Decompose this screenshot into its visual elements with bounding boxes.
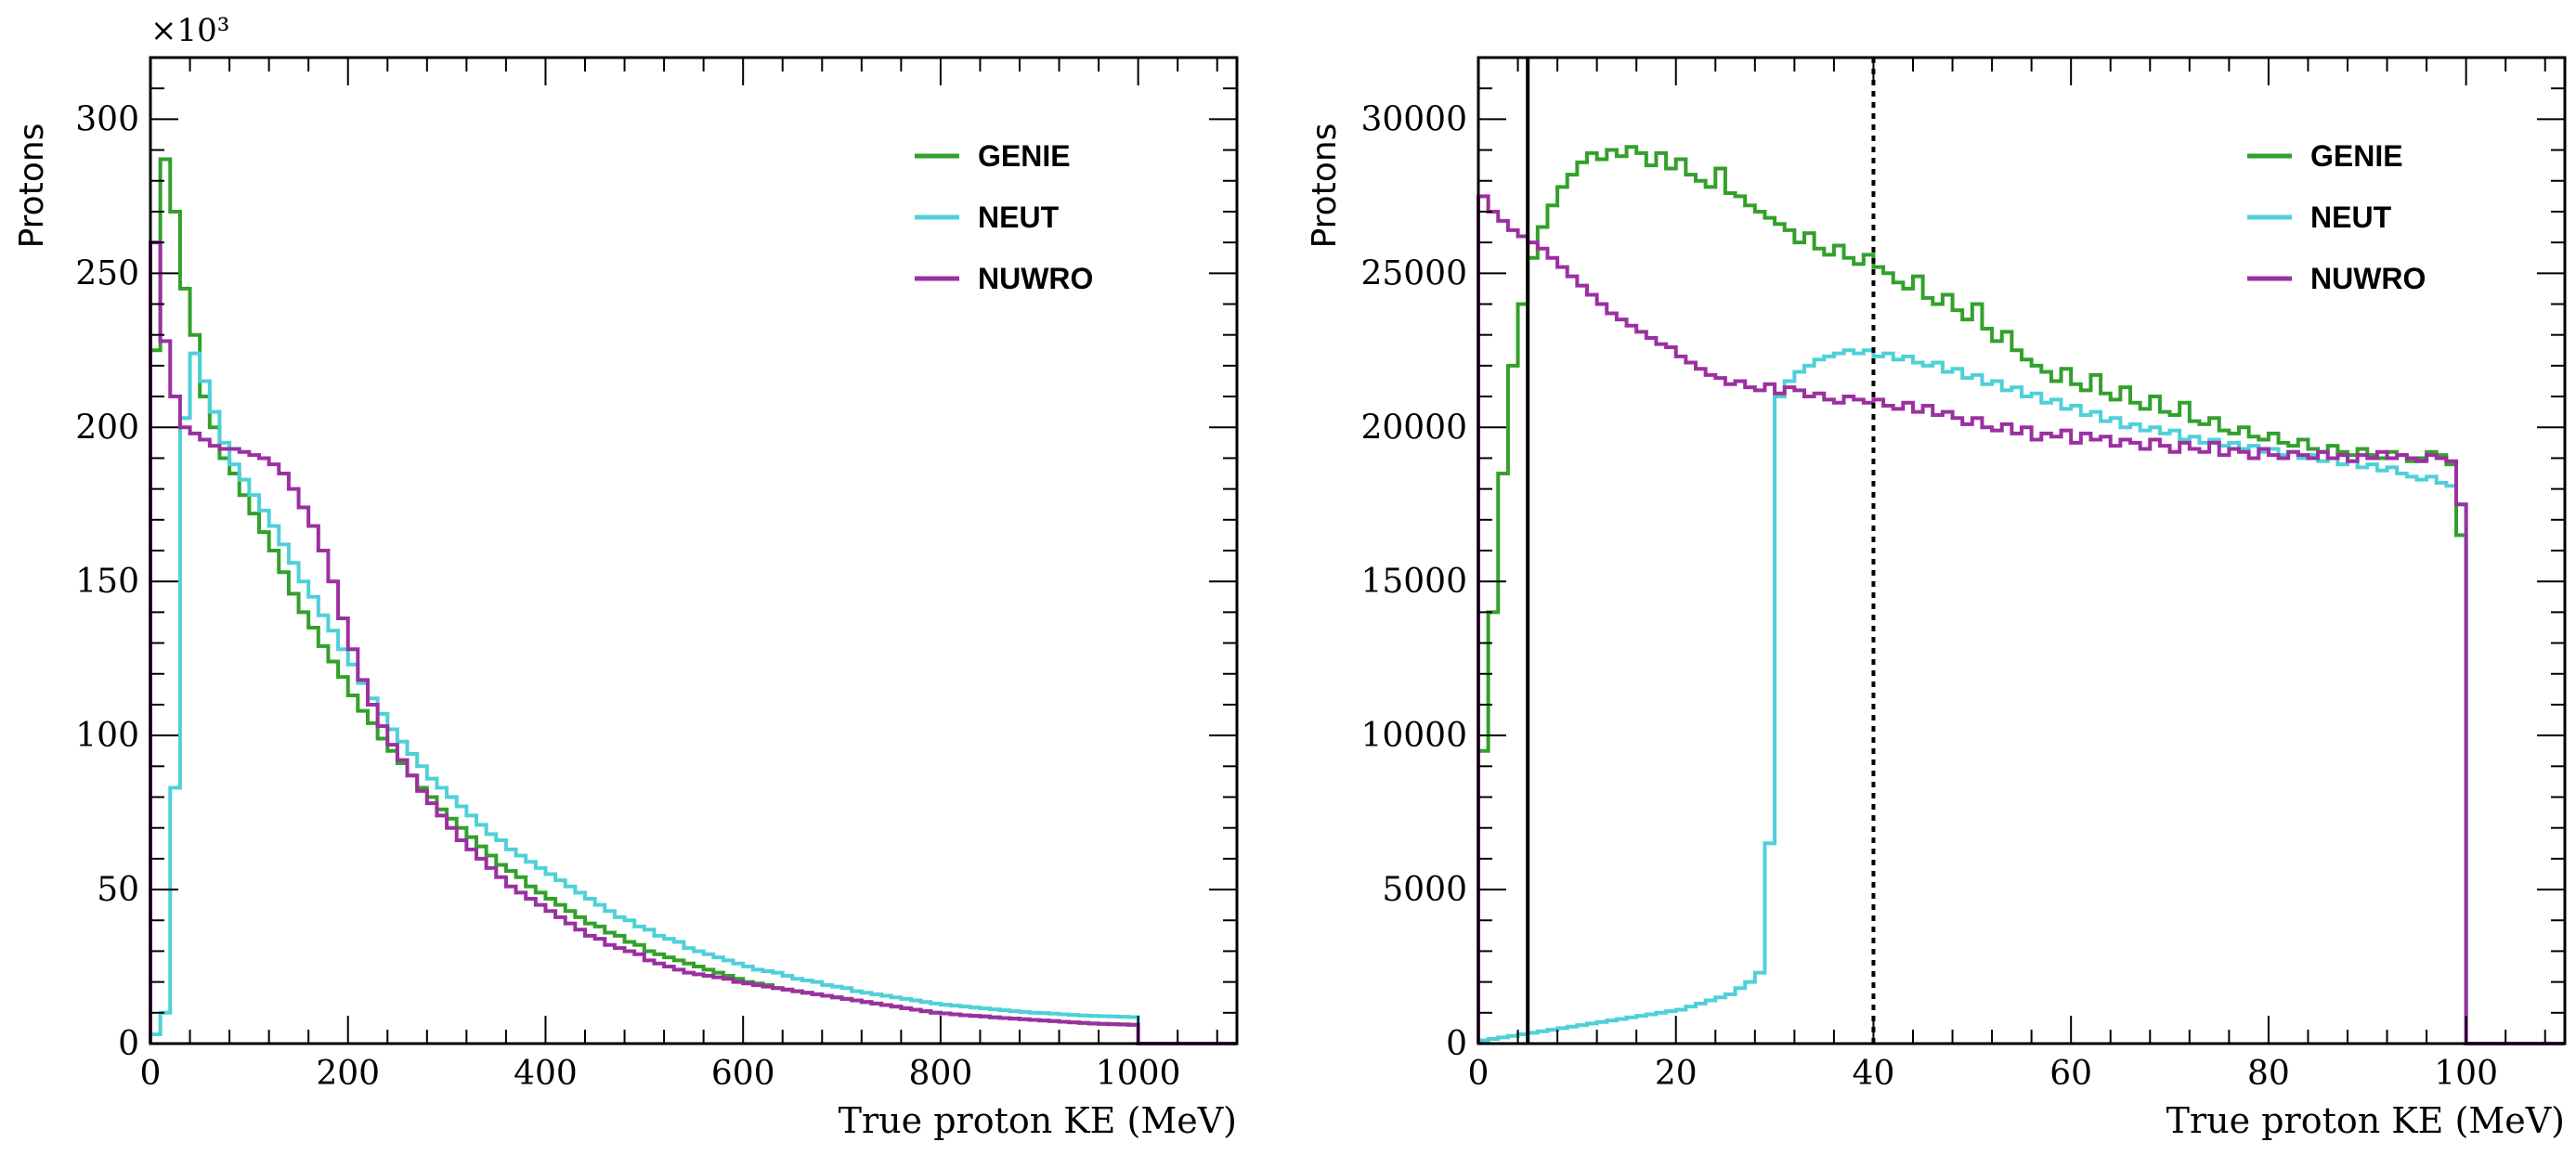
left-legend-label-neut: NEUT	[978, 201, 1060, 234]
left-axis-ticks: 0 200 400 600 800 1000 0 50 100 150 200 250 300	[75, 57, 1237, 1093]
right-y-axis-label: Protons	[1306, 123, 1344, 249]
right-y-tick-label: 5000	[1382, 871, 1467, 909]
right-panel: 0 20 40 60 80 100 0 5000 10000 15000 20000 25000 300…	[1306, 56, 2567, 1141]
left-x-tick-label: 200	[316, 1055, 380, 1093]
right-legend-label-neut: NEUT	[2310, 201, 2392, 234]
left-x-tick-label: 1000	[1096, 1055, 1181, 1093]
left-y-tick-label: 200	[75, 409, 139, 447]
left-y-multiplier-label: ×10³	[150, 12, 229, 49]
left-x-tick-label: 600	[711, 1055, 775, 1093]
right-x-tick-label: 40	[1853, 1055, 1895, 1093]
left-plot-content	[149, 157, 1237, 1045]
right-y-tick-label: 20000	[1360, 409, 1467, 447]
right-series-neut	[1477, 348, 2565, 1045]
left-x-tick-label: 800	[909, 1055, 973, 1093]
right-plot-frame	[1477, 56, 2567, 1045]
left-legend-label-genie: GENIE	[978, 139, 1071, 173]
right-legend: GENIE NEUT NUWRO	[2247, 139, 2426, 295]
left-y-tick-label: 250	[75, 254, 139, 292]
left-panel: 0 200 400 600 800 1000 0 50 100 150 200 250 300 ×10³…	[13, 12, 1239, 1141]
right-x-axis-label: True proton KE (MeV)	[2166, 1100, 2565, 1141]
right-legend-label-nuwro: NUWRO	[2310, 262, 2426, 295]
left-legend: GENIE NEUT NUWRO	[915, 139, 1093, 295]
right-y-tick-label: 30000	[1360, 100, 1467, 138]
right-y-tick-label: 15000	[1360, 563, 1467, 601]
right-x-tick-label: 60	[2049, 1055, 2092, 1093]
right-y-tick-label: 0	[1446, 1025, 1467, 1063]
left-y-tick-label: 0	[118, 1025, 139, 1063]
left-x-tick-label: 400	[514, 1055, 578, 1093]
left-plot-frame	[149, 56, 1239, 1045]
left-y-tick-label: 150	[75, 563, 139, 601]
right-x-tick-label: 0	[1468, 1055, 1490, 1093]
left-series-nuwro	[149, 240, 1237, 1045]
right-x-tick-label: 80	[2247, 1055, 2290, 1093]
right-series-genie	[1477, 145, 2565, 1045]
right-y-tick-label: 25000	[1360, 254, 1467, 292]
left-y-tick-label: 100	[75, 717, 139, 755]
left-y-axis-label: Protons	[13, 123, 51, 249]
right-plot-content	[1477, 58, 2565, 1045]
left-y-tick-label: 300	[75, 100, 139, 138]
left-series-neut	[149, 351, 1237, 1045]
right-x-tick-label: 100	[2434, 1055, 2498, 1093]
right-x-tick-label: 20	[1655, 1055, 1698, 1093]
left-x-tick-label: 0	[140, 1055, 162, 1093]
left-x-axis-label: True proton KE (MeV)	[839, 1100, 1237, 1141]
left-legend-label-nuwro: NUWRO	[978, 262, 1093, 295]
left-y-tick-label: 50	[97, 871, 139, 909]
right-series-nuwro	[1477, 194, 2565, 1045]
right-y-tick-label: 10000	[1360, 717, 1467, 755]
right-legend-label-genie: GENIE	[2310, 139, 2403, 173]
right-axis-ticks: 0 20 40 60 80 100 0 5000 10000 15000 20000 25000 300…	[1360, 57, 2565, 1093]
